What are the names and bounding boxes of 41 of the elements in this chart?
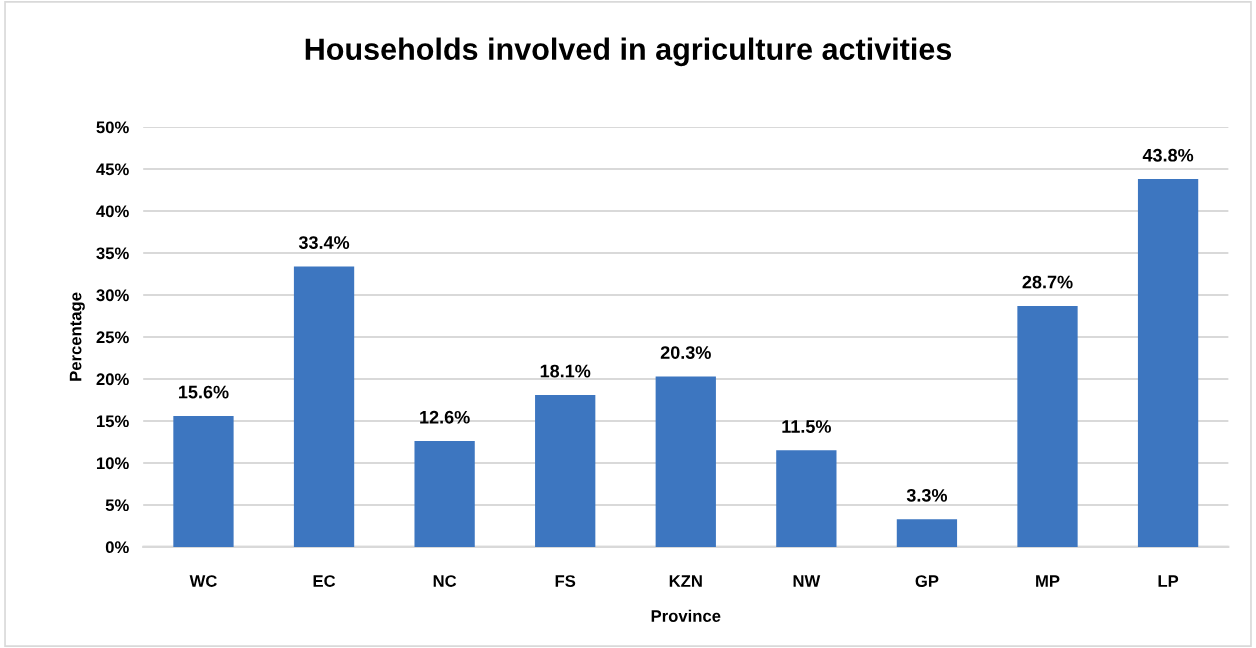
y-tick-label: 45% (96, 163, 129, 176)
y-tick-label: 30% (96, 289, 129, 302)
y-tick-label: 0% (105, 541, 129, 554)
bar (293, 266, 355, 547)
bar (896, 519, 958, 547)
y-tick-label: 5% (105, 499, 129, 512)
data-label: 12.6% (420, 410, 470, 424)
x-tick-label: KZN (669, 575, 702, 587)
data-label: 20.3% (660, 346, 711, 359)
x-tick-label: GP (915, 575, 939, 587)
y-axis-title: Percentage (69, 292, 85, 381)
y-tick-label: 50% (96, 121, 129, 134)
bar (173, 415, 234, 547)
x-tick-label: MP (1036, 575, 1060, 587)
x-tick-label: EC (313, 575, 336, 587)
bar (1017, 305, 1078, 547)
data-label: 43.8% (1142, 148, 1194, 162)
bar (1137, 179, 1199, 547)
bar (655, 376, 716, 547)
bar (535, 394, 596, 547)
x-tick-label: WC (189, 575, 217, 587)
x-tick-label: LP (1158, 575, 1179, 587)
x-axis-title: Province (651, 609, 721, 622)
data-label: 28.7% (1022, 275, 1073, 289)
y-tick-label: 40% (96, 205, 129, 218)
data-label: 33.4% (298, 236, 350, 249)
x-tick-label: NW (793, 575, 821, 587)
y-tick-label: 20% (96, 373, 129, 386)
y-tick-label: 10% (96, 457, 129, 470)
data-label: 3.3% (906, 488, 948, 502)
chart-title: Households involved in agriculture activities (305, 37, 952, 67)
bar (414, 441, 475, 547)
y-tick-label: 35% (96, 247, 129, 260)
data-label: 18.1% (540, 364, 591, 378)
x-tick-label: FS (555, 575, 576, 587)
bar (776, 450, 837, 547)
y-tick-label: 25% (96, 331, 129, 344)
y-tick-label: 15% (96, 415, 129, 428)
x-tick-label: NC (433, 575, 457, 587)
data-label: 15.6% (179, 385, 229, 399)
data-label: 11.5% (782, 420, 831, 433)
